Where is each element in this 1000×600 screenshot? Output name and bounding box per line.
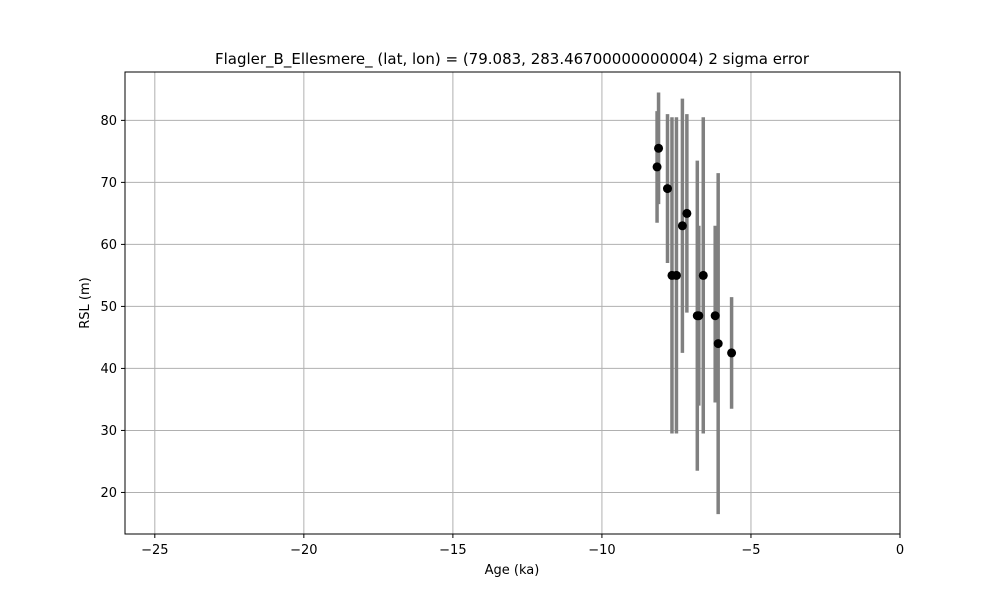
data-point (671, 270, 681, 280)
x-tick-label: −5 (741, 543, 760, 558)
data-point (652, 162, 662, 172)
data-point (727, 348, 737, 358)
error-bars (655, 92, 734, 515)
y-tick-label: 40 (100, 362, 117, 377)
y-tick-label: 70 (100, 176, 117, 191)
data-point (654, 143, 664, 153)
y-axis-ticks: 20 30 40 50 60 70 80 (100, 114, 125, 501)
data-point (682, 208, 692, 218)
data-points (652, 143, 737, 358)
y-tick-label: 50 (100, 300, 117, 315)
data-point (710, 311, 720, 321)
x-tick-label: −15 (439, 543, 466, 558)
x-tick-label: −10 (588, 543, 615, 558)
grid-lines (125, 72, 901, 534)
y-tick-label: 20 (100, 486, 117, 501)
x-axis-label: Age (ka) (485, 563, 540, 578)
x-tick-label: −20 (290, 543, 317, 558)
data-point (713, 339, 723, 349)
x-tick-label: 0 (896, 543, 904, 558)
y-tick-label: 60 (100, 238, 117, 253)
y-tick-label: 80 (100, 114, 117, 129)
chart-title: Flagler_B_Ellesmere_ (lat, lon) = (79.08… (215, 50, 810, 69)
data-point (677, 221, 687, 231)
data-point (694, 311, 704, 321)
plot-frame (124, 71, 901, 535)
y-axis-label: RSL (m) (78, 277, 93, 328)
data-point (663, 184, 672, 194)
x-tick-label: −25 (141, 543, 168, 558)
x-axis-ticks: −25 −20 −15 −10 −5 0 (141, 534, 904, 558)
y-tick-label: 30 (100, 424, 117, 439)
data-point (698, 270, 708, 280)
